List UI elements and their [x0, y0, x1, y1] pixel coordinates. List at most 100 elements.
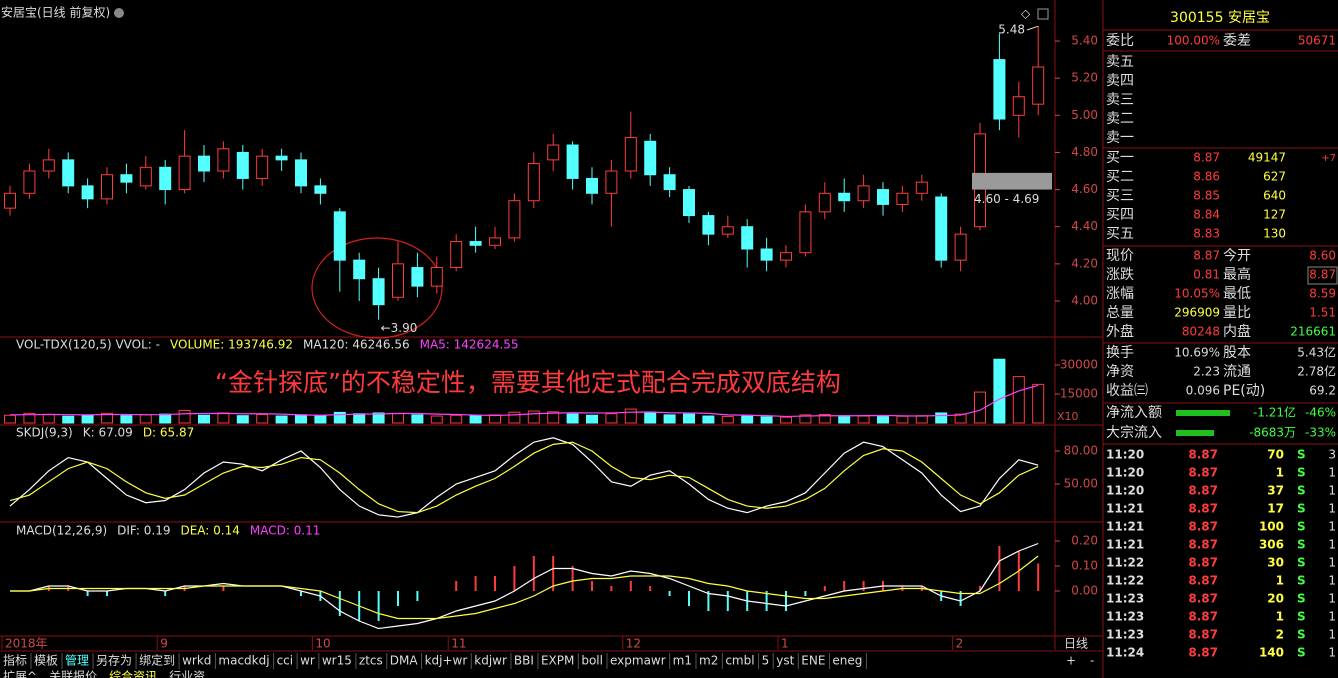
candle-body — [954, 233, 967, 261]
candle-body — [295, 159, 307, 187]
trade-price: 8.87 — [1188, 448, 1218, 462]
trade-time: 11:22 — [1106, 556, 1144, 570]
trade-volume: 2 — [1276, 628, 1284, 642]
label: 总量 — [1106, 305, 1134, 321]
y-tick-label: 0.10 — [1071, 559, 1098, 573]
volume-bar — [81, 414, 94, 424]
candle-body — [314, 185, 327, 194]
trade-count: 1 — [1328, 592, 1336, 606]
indicator-header: MA5: 142624.55 — [420, 338, 519, 352]
label: 内盘 — [1223, 323, 1251, 340]
candle-body — [508, 200, 521, 239]
candle-body — [566, 144, 579, 179]
status-tab[interactable]: 综合资讯 — [109, 669, 157, 678]
toolbar-button[interactable]: 绑定到 — [139, 653, 175, 668]
toolbar-button[interactable]: 另存为 — [96, 654, 132, 668]
candle-body — [256, 155, 269, 179]
toolbar-button[interactable]: 5 — [762, 654, 770, 668]
label: 外盘 — [1106, 323, 1134, 340]
candle-body — [702, 215, 715, 235]
icon[interactable] — [1037, 8, 1049, 20]
toolbar-button[interactable]: boll — [581, 654, 603, 668]
bid-price: 8.84 — [1193, 208, 1220, 222]
candle-body — [42, 159, 55, 172]
trade-volume: 30 — [1267, 556, 1284, 570]
y-tick-label: 0.20 — [1071, 534, 1098, 548]
period-label[interactable]: 日线 — [1064, 637, 1088, 651]
toolbar-button[interactable]: yst — [776, 654, 794, 668]
toolbar-button[interactable]: wr15 — [322, 654, 352, 668]
candle-body — [139, 166, 152, 187]
ask-label: 卖一 — [1106, 130, 1134, 146]
candle-body — [624, 137, 637, 172]
indicator-header: VOLUME: 193746.92 — [170, 338, 293, 352]
candle-body — [877, 189, 889, 205]
trade-price: 8.87 — [1188, 520, 1218, 534]
candle-body — [198, 155, 210, 172]
date-label: 2 — [956, 637, 964, 651]
value: 100.00% — [1167, 34, 1220, 48]
dea-line — [10, 555, 1039, 620]
zoom-button[interactable]: + — [1066, 654, 1076, 668]
low-label: ←3.90 — [381, 321, 418, 335]
toolbar-button[interactable]: m1 — [673, 654, 692, 668]
volume-bar — [392, 412, 404, 424]
volume-bar — [857, 415, 870, 424]
toolbar-button[interactable]: eneg — [832, 654, 862, 668]
value: 10.05% — [1174, 287, 1220, 301]
toolbar-button[interactable]: expmawr — [610, 654, 666, 668]
bid-volume: 627 — [1263, 170, 1286, 184]
trade-side: S — [1297, 628, 1306, 642]
volume-bar — [430, 415, 443, 424]
trade-time: 11:20 — [1106, 484, 1144, 498]
y-tick-label: 5.40 — [1071, 34, 1098, 48]
status-tab[interactable]: 行业资 — [169, 670, 205, 678]
toolbar-button[interactable]: 模板 — [34, 654, 58, 668]
volume-bar — [721, 415, 734, 424]
toolbar-button[interactable]: macdkdj — [218, 654, 269, 668]
status-tab[interactable]: 扩展^ — [3, 670, 37, 678]
value: 10.69% — [1174, 346, 1220, 360]
flow-bar — [1176, 410, 1230, 416]
toolbar-button[interactable]: kdjwr — [474, 654, 507, 668]
volume-bar — [101, 412, 113, 424]
trade-volume: 140 — [1259, 646, 1284, 660]
toolbar-button[interactable]: BBI — [514, 654, 534, 668]
bid-label: 买四 — [1106, 207, 1134, 223]
toolbar-button[interactable]: EXPM — [541, 654, 574, 668]
toolbar-button[interactable]: ENE — [801, 654, 825, 668]
candle-body — [236, 151, 249, 179]
trade-side: S — [1297, 610, 1306, 624]
candle-body — [430, 267, 443, 287]
value: 69.2 — [1309, 384, 1336, 398]
menu-icon[interactable] — [114, 8, 124, 18]
ask-label: 卖三 — [1106, 92, 1134, 108]
toolbar-button[interactable]: kdj+wr — [425, 654, 468, 668]
flow-pct: -33% — [1305, 426, 1336, 440]
toolbar-button[interactable]: cci — [277, 654, 294, 668]
toolbar-button[interactable]: ztcs — [359, 654, 383, 668]
toolbar-button[interactable]: 指标 — [3, 653, 27, 668]
candle-body — [450, 241, 463, 269]
volume-bar — [23, 412, 36, 424]
toolbar-button[interactable]: DMA — [390, 654, 419, 668]
candle-body — [275, 155, 288, 161]
trade-volume: 100 — [1259, 520, 1284, 534]
candle-body — [741, 226, 754, 250]
candle-body — [62, 159, 75, 187]
candle-body — [586, 177, 598, 194]
candle-body — [411, 267, 424, 287]
volume-bar — [624, 408, 637, 424]
candle-body — [1032, 66, 1045, 105]
toolbar-button[interactable]: cmbl — [725, 654, 754, 668]
toolbar-button[interactable]: m2 — [699, 654, 718, 668]
date-label: 12 — [626, 637, 641, 651]
toolbar-button[interactable]: 管理 — [65, 653, 89, 668]
trade-time: 11:20 — [1106, 448, 1144, 462]
zoom-button[interactable]: - — [1090, 654, 1094, 668]
status-tab[interactable]: 关联报价 — [49, 669, 97, 678]
toolbar-button[interactable]: wr — [300, 654, 315, 668]
candle-body — [469, 241, 482, 246]
toolbar-button[interactable]: wrkd — [182, 654, 211, 668]
volume-bar — [198, 414, 210, 424]
